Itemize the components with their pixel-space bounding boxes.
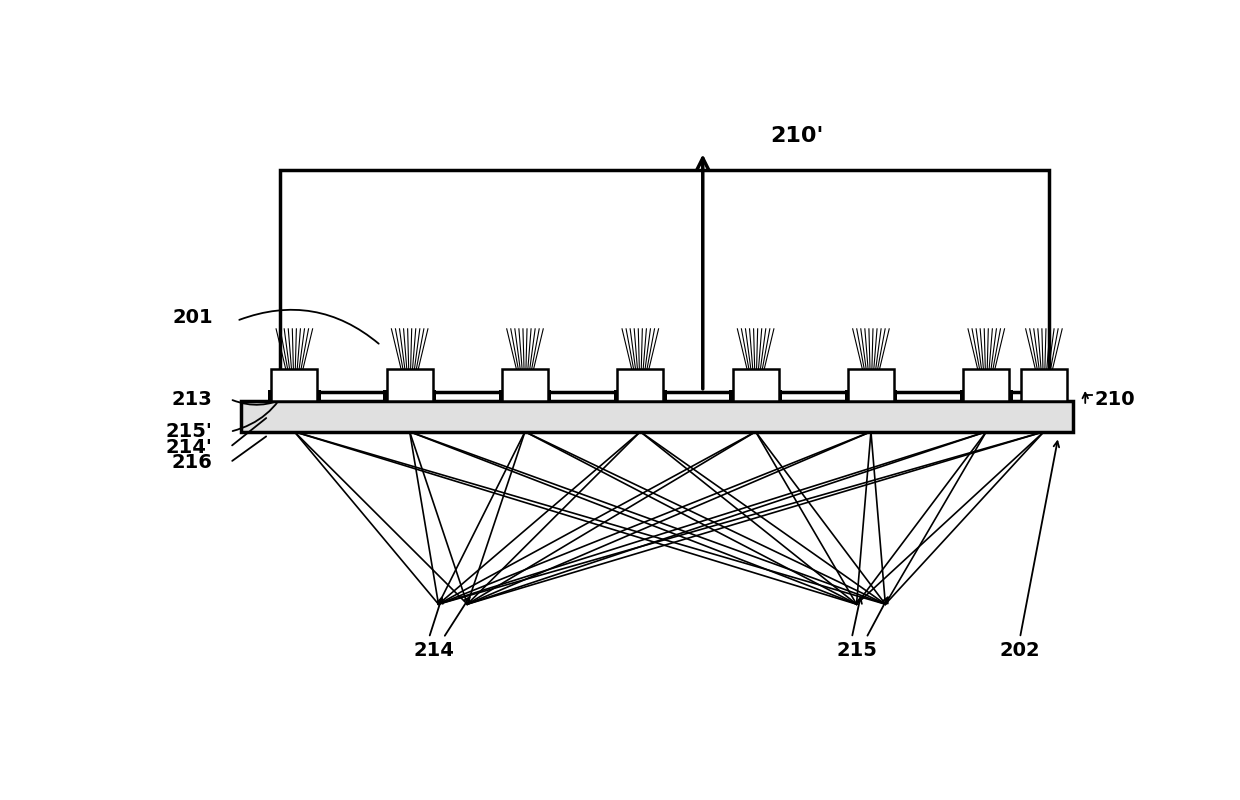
Text: 202: 202 bbox=[999, 641, 1040, 660]
Text: 214': 214' bbox=[166, 438, 213, 457]
Bar bbox=[1021, 369, 1066, 401]
Text: 215': 215' bbox=[166, 422, 213, 442]
Bar bbox=[733, 369, 779, 401]
Bar bbox=[280, 170, 1049, 392]
Bar bbox=[729, 390, 782, 401]
Text: 201: 201 bbox=[172, 308, 213, 327]
Bar bbox=[268, 390, 321, 401]
Text: 214: 214 bbox=[413, 641, 454, 660]
Text: 216: 216 bbox=[172, 453, 213, 472]
Text: 210: 210 bbox=[1095, 390, 1136, 409]
Bar bbox=[387, 369, 433, 401]
Bar bbox=[963, 369, 1009, 401]
Text: 215: 215 bbox=[836, 641, 877, 660]
Bar bbox=[502, 369, 548, 401]
Bar bbox=[960, 390, 1013, 401]
Bar bbox=[383, 390, 436, 401]
Bar bbox=[242, 401, 1073, 432]
Bar bbox=[618, 369, 663, 401]
Bar bbox=[844, 390, 898, 401]
Bar bbox=[272, 369, 317, 401]
Text: 213: 213 bbox=[172, 390, 213, 409]
Bar bbox=[498, 390, 552, 401]
Bar bbox=[614, 390, 667, 401]
Text: 210': 210' bbox=[770, 126, 823, 146]
Bar bbox=[848, 369, 894, 401]
